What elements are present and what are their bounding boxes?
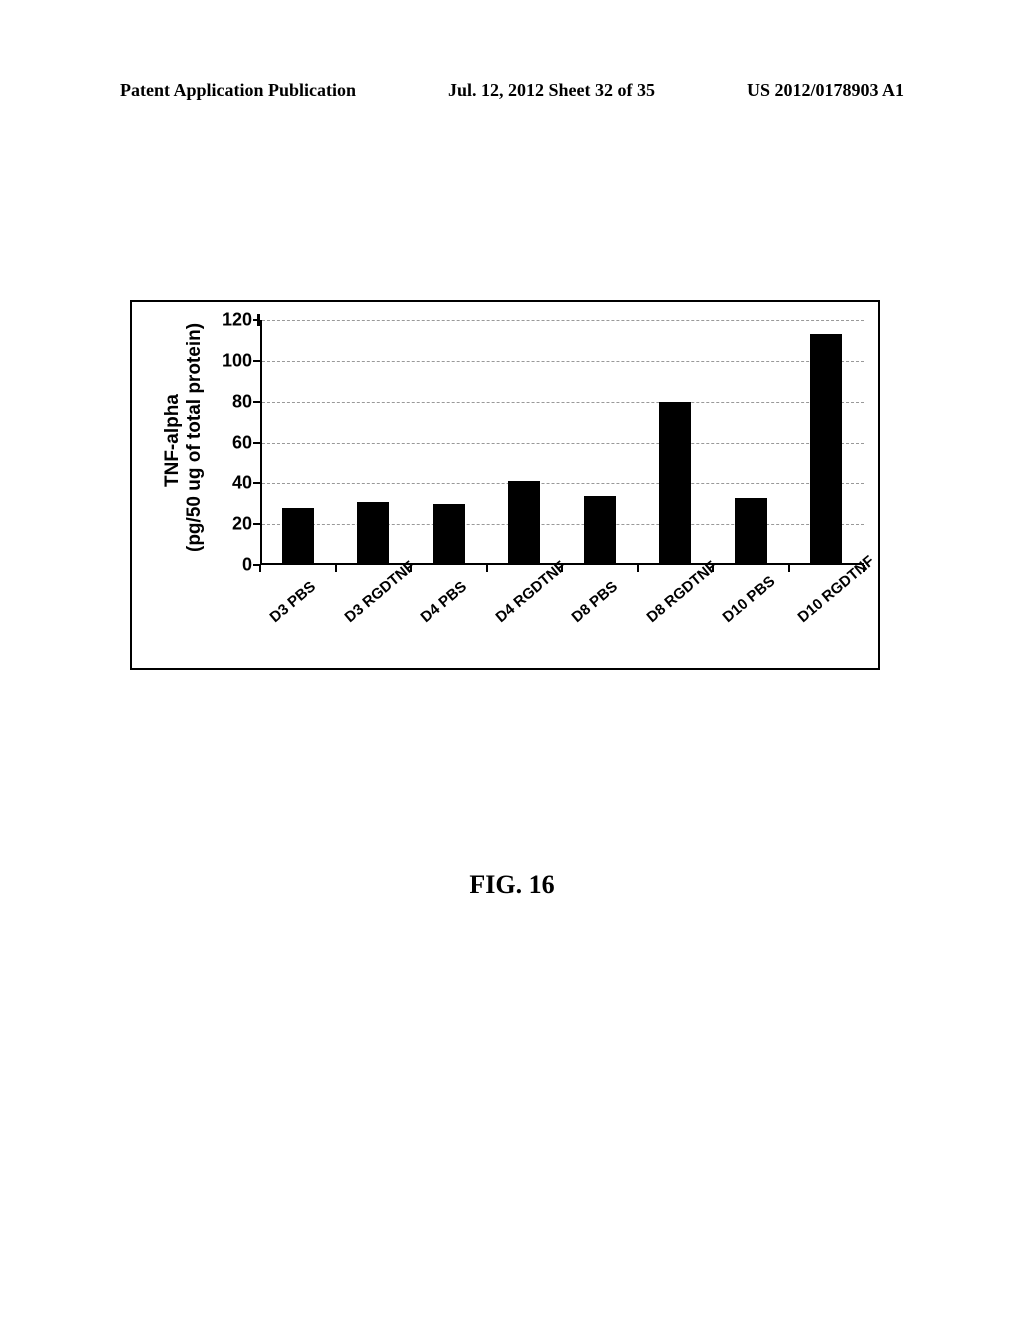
bar	[584, 496, 616, 563]
gridline	[262, 361, 864, 362]
y-tick	[253, 360, 260, 362]
bar	[433, 504, 465, 563]
gridline	[262, 524, 864, 525]
x-tick-label: D3 RGDTNF	[342, 558, 419, 626]
x-tick-label: D8 RGDTNF	[644, 558, 721, 626]
y-axis-title-line1: TNF-alpha	[162, 394, 184, 487]
y-tick-label: 0	[212, 555, 252, 576]
gridline	[262, 483, 864, 484]
x-tick	[788, 565, 790, 572]
bar	[810, 334, 842, 563]
y-tick	[253, 482, 260, 484]
gridline	[262, 320, 864, 321]
bar	[282, 508, 314, 563]
x-tick-label: D8 PBS	[568, 578, 620, 626]
x-tick	[259, 565, 261, 572]
x-tick-label: D3 PBS	[266, 578, 318, 626]
plot-area: 020406080100120 D3 PBSD3 RGDTNFD4 PBSD4 …	[260, 320, 864, 565]
header-left-text: Patent Application Publication	[120, 80, 356, 101]
figure-caption: FIG. 16	[0, 870, 1024, 900]
y-tick-label: 60	[212, 432, 252, 453]
y-tick	[253, 442, 260, 444]
y-tick	[253, 523, 260, 525]
header-right-text: US 2012/0178903 A1	[747, 80, 904, 101]
y-tick-major	[257, 314, 260, 326]
bar	[508, 481, 540, 563]
page-header: Patent Application Publication Jul. 12, …	[0, 80, 1024, 101]
gridline	[262, 443, 864, 444]
x-tick-label: D10 PBS	[719, 573, 778, 626]
x-tick-label: D4 PBS	[417, 578, 469, 626]
y-tick-label: 20	[212, 514, 252, 535]
x-tick	[637, 565, 639, 572]
bar-chart-container: TNF-alpha (pg/50 ug of total protein) 02…	[130, 300, 880, 670]
y-tick-label: 120	[212, 310, 252, 331]
y-tick-label: 80	[212, 391, 252, 412]
y-tick-label: 100	[212, 350, 252, 371]
x-tick-label: D4 RGDTNF	[493, 558, 570, 626]
x-tick	[335, 565, 337, 572]
y-axis-title-line2: (pg/50 ug of total protein)	[184, 323, 206, 552]
bar	[357, 502, 389, 563]
y-tick-label: 40	[212, 473, 252, 494]
header-center-text: Jul. 12, 2012 Sheet 32 of 35	[448, 80, 655, 101]
x-tick	[486, 565, 488, 572]
bar	[659, 402, 691, 563]
bar	[735, 498, 767, 563]
gridline	[262, 402, 864, 403]
y-tick	[253, 401, 260, 403]
